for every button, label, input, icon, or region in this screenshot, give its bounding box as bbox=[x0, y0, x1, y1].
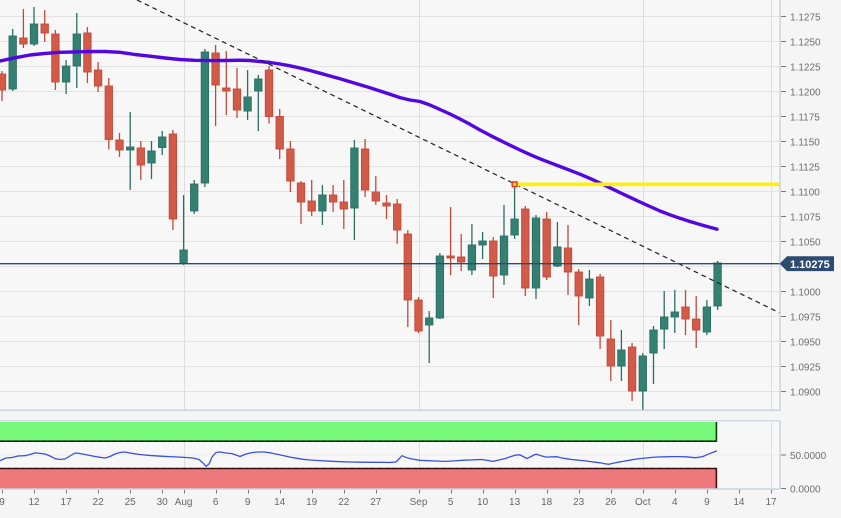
svg-text:6: 6 bbox=[213, 497, 219, 508]
svg-text:12: 12 bbox=[28, 497, 40, 508]
svg-text:1.1150: 1.1150 bbox=[790, 138, 820, 149]
svg-text:1.1200: 1.1200 bbox=[790, 88, 821, 99]
svg-text:13: 13 bbox=[509, 497, 521, 508]
svg-text:9: 9 bbox=[704, 497, 710, 508]
svg-text:1.1100: 1.1100 bbox=[790, 188, 820, 199]
svg-text:17: 17 bbox=[765, 497, 777, 508]
svg-text:4: 4 bbox=[672, 497, 678, 508]
svg-text:22: 22 bbox=[93, 497, 105, 508]
svg-text:25: 25 bbox=[125, 497, 137, 508]
svg-text:18: 18 bbox=[541, 497, 553, 508]
svg-text:1.1250: 1.1250 bbox=[790, 38, 821, 49]
svg-text:14: 14 bbox=[733, 497, 745, 508]
svg-text:1.0900: 1.0900 bbox=[790, 388, 821, 399]
svg-text:1.1075: 1.1075 bbox=[790, 213, 821, 224]
svg-text:1.0975: 1.0975 bbox=[790, 313, 821, 324]
svg-text:19: 19 bbox=[306, 497, 318, 508]
svg-text:1.1125: 1.1125 bbox=[790, 163, 820, 174]
svg-text:1.1175: 1.1175 bbox=[790, 113, 820, 124]
svg-text:1.1275: 1.1275 bbox=[790, 13, 821, 24]
svg-text:50.0000: 50.0000 bbox=[790, 451, 827, 462]
svg-text:10: 10 bbox=[477, 497, 489, 508]
svg-text:30: 30 bbox=[157, 497, 169, 508]
svg-text:1.1225: 1.1225 bbox=[790, 63, 821, 74]
svg-text:Oct: Oct bbox=[635, 497, 651, 508]
svg-text:1.1000: 1.1000 bbox=[790, 288, 821, 299]
svg-text:23: 23 bbox=[573, 497, 585, 508]
svg-text:27: 27 bbox=[370, 497, 382, 508]
svg-text:1.0950: 1.0950 bbox=[790, 338, 821, 349]
svg-text:Aug: Aug bbox=[175, 497, 193, 508]
svg-text:0.0000: 0.0000 bbox=[790, 485, 821, 496]
svg-text:1.10275: 1.10275 bbox=[790, 259, 830, 271]
svg-text:1.0925: 1.0925 bbox=[790, 363, 821, 374]
svg-text:26: 26 bbox=[605, 497, 617, 508]
svg-text:Sep: Sep bbox=[410, 497, 428, 508]
svg-text:22: 22 bbox=[338, 497, 350, 508]
svg-text:17: 17 bbox=[61, 497, 73, 508]
svg-text:14: 14 bbox=[274, 497, 286, 508]
svg-text:9: 9 bbox=[0, 497, 5, 508]
svg-text:1.1050: 1.1050 bbox=[790, 238, 821, 249]
svg-text:5: 5 bbox=[448, 497, 454, 508]
svg-text:9: 9 bbox=[245, 497, 251, 508]
